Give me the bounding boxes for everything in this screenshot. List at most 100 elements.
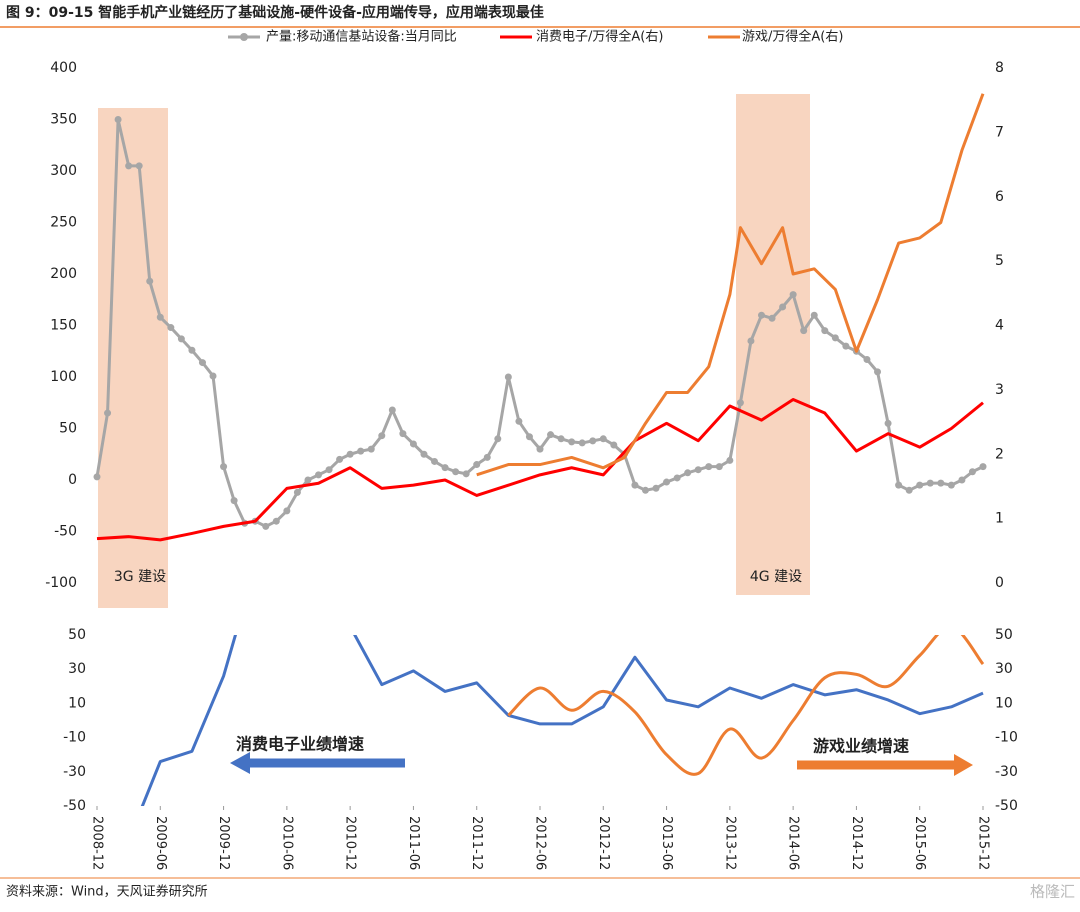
point	[304, 476, 312, 484]
point	[177, 335, 185, 343]
y2-tick-label: 2	[995, 446, 1004, 462]
point	[399, 430, 407, 438]
point	[388, 406, 396, 414]
point	[114, 116, 122, 123]
y-tick-label: -10	[63, 730, 86, 746]
x-tick-label: 2009-12	[216, 816, 231, 870]
point	[863, 355, 871, 363]
point	[821, 327, 829, 335]
point	[800, 327, 808, 335]
arrow-head	[230, 752, 250, 774]
point	[209, 372, 217, 380]
series-line	[96, 398, 984, 542]
point	[578, 439, 586, 447]
series-line	[507, 635, 985, 776]
y-tick-label: -50	[54, 524, 77, 540]
y-tick-label: 300	[50, 163, 77, 179]
annotation: 3G 建设	[114, 569, 166, 585]
y-tick-label: -100	[45, 575, 77, 591]
point	[293, 488, 301, 496]
point	[747, 337, 755, 345]
x-tick-label: 2013-12	[722, 816, 737, 870]
x-tick-label: 2015-12	[976, 816, 991, 870]
point	[220, 463, 228, 471]
y2-tick-label: -10	[995, 730, 1018, 746]
x-tick-label: 2008-12	[90, 816, 105, 870]
point	[346, 450, 354, 458]
point	[431, 457, 439, 465]
point	[663, 478, 671, 486]
point	[599, 435, 607, 443]
point	[694, 466, 702, 474]
y-tick-label: -50	[63, 798, 86, 814]
legend-label: 消费电子/万得全A(右)	[536, 29, 663, 45]
point	[93, 473, 101, 481]
point	[568, 438, 576, 446]
y-tick-label: 350	[50, 112, 77, 128]
point	[367, 445, 375, 453]
series-line	[476, 93, 985, 477]
point	[641, 486, 649, 494]
y2-tick-label: 0	[995, 575, 1004, 591]
point	[610, 441, 618, 449]
point	[736, 399, 744, 407]
annotation: 游戏业绩增速	[813, 737, 909, 756]
point	[525, 433, 533, 441]
point	[462, 470, 470, 478]
watermark: 格隆汇	[1030, 883, 1075, 901]
point	[652, 484, 660, 492]
point	[958, 476, 966, 484]
point	[146, 277, 154, 285]
point	[916, 481, 924, 489]
point	[557, 435, 565, 443]
x-tick-label: 2012-12	[596, 816, 611, 870]
point	[779, 303, 787, 311]
point	[315, 471, 322, 479]
y2-tick-label: 8	[995, 60, 1004, 76]
point	[905, 486, 913, 494]
point	[420, 450, 428, 458]
x-tick-label: 2015-06	[912, 816, 927, 870]
point	[789, 291, 797, 299]
y2-tick-label: -30	[995, 764, 1018, 780]
point	[768, 314, 776, 322]
point	[947, 481, 955, 489]
point	[842, 342, 850, 350]
point	[758, 311, 765, 319]
arrow-head	[954, 754, 973, 776]
y-tick-label: 250	[50, 215, 77, 231]
point	[926, 479, 934, 487]
x-tick-label: 2011-12	[469, 816, 484, 870]
point	[167, 324, 175, 332]
y-tick-label: 30	[68, 661, 86, 677]
point	[968, 468, 976, 476]
y2-tick-label: 30	[995, 661, 1013, 677]
y-tick-label: 200	[50, 266, 77, 282]
y2-tick-label: 3	[995, 382, 1004, 398]
y-tick-label: 50	[59, 421, 77, 437]
point	[589, 437, 597, 445]
point	[979, 463, 987, 471]
y2-tick-label: 7	[995, 124, 1004, 140]
y2-tick-label: 1	[995, 511, 1004, 527]
point	[684, 469, 692, 477]
y-tick-label: 10	[68, 695, 86, 711]
point	[673, 474, 681, 482]
shade-4g	[736, 94, 810, 595]
y2-tick-label: 4	[995, 318, 1004, 334]
y-tick-label: 100	[50, 369, 77, 385]
point	[726, 456, 734, 464]
plot	[93, 93, 987, 542]
legend-label: 产量:移动通信基站设备:当月同比	[266, 29, 457, 45]
point	[325, 466, 333, 474]
y-tick-label: 0	[68, 472, 77, 488]
y2-tick-label: 5	[995, 253, 1004, 269]
point	[631, 481, 639, 489]
point	[483, 453, 491, 461]
y-tick-label: 400	[50, 60, 77, 76]
annotation: 消费电子业绩增速	[236, 735, 364, 754]
point	[378, 432, 386, 440]
legend-marker	[240, 33, 248, 41]
legend-label: 游戏/万得全A(右)	[742, 29, 843, 45]
